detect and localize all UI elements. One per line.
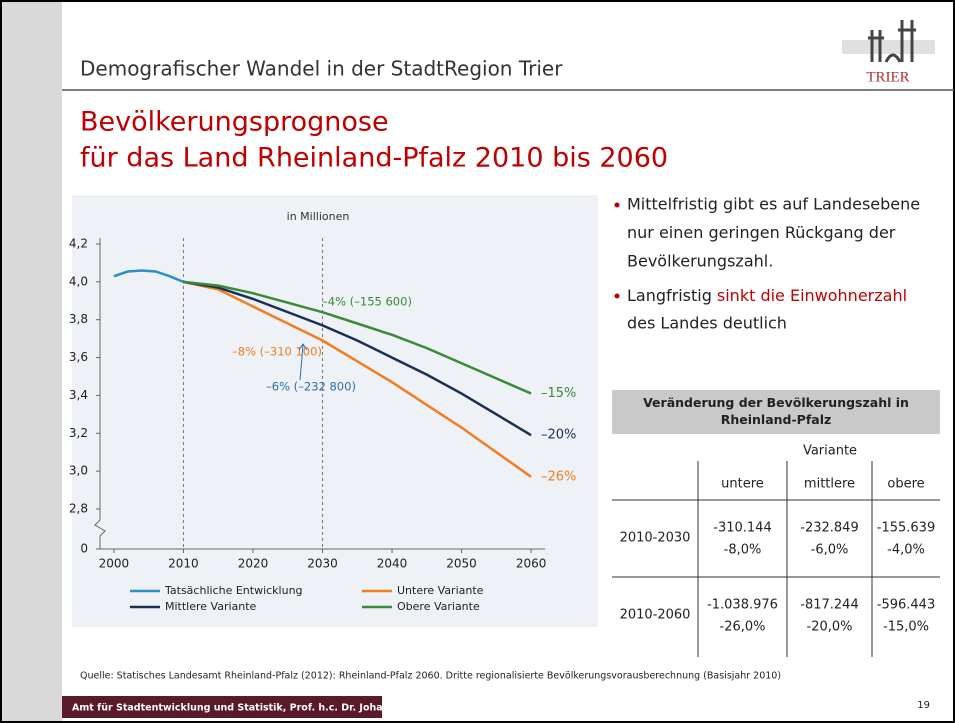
bullets: Mittelfristig gibt es auf Landesebene nur… <box>614 195 920 333</box>
y-tick-label: 2,8 <box>69 502 88 516</box>
axis-break <box>94 519 106 549</box>
legend-label: Obere Variante <box>397 600 480 613</box>
series-line <box>113 269 184 284</box>
table-cell: -15,0% <box>883 620 929 635</box>
x-tick-label: 2010 <box>168 557 199 571</box>
table-cell: -6,0% <box>811 543 849 558</box>
x-tick-label: 2050 <box>446 557 477 571</box>
table-cell: -310.144 <box>713 521 771 536</box>
bullet-dot <box>614 202 620 208</box>
y-tick-label: 3,0 <box>69 464 88 478</box>
table-group-header: Variante <box>803 444 857 459</box>
end-label: –15% <box>541 386 576 401</box>
table-cell: -596.443 <box>877 598 935 613</box>
y-tick-label: 3,2 <box>69 426 88 440</box>
y-tick-label: 3,4 <box>69 388 88 402</box>
table-title-bg <box>612 390 940 434</box>
y-tick-label: 0 <box>80 542 88 556</box>
bullet-text: nur einen geringen Rückgang der <box>627 223 896 242</box>
table-title: Veränderung der Bevölkerungszahl in Rhein… <box>643 395 909 427</box>
logo-band <box>842 40 935 54</box>
table-cell: -4,0% <box>887 543 925 558</box>
end-label: –20% <box>541 428 576 443</box>
table-row-label: 2010-2060 <box>620 608 691 623</box>
bullet-text: Bevölkerungszahl. <box>627 252 773 271</box>
slide-title: Demografischer Wandel in der StadtRegion… <box>80 57 563 81</box>
table-cell: -26,0% <box>720 620 766 635</box>
bullet-text-part: Langfristig <box>627 286 712 305</box>
table-row-label: 2010-2030 <box>620 531 691 546</box>
series-line <box>183 280 532 437</box>
y-tick-label: 4,2 <box>69 237 88 251</box>
table: Veränderung der Bevölkerungszahl in Rhein… <box>612 390 940 657</box>
logo-text: TRIER <box>866 69 909 85</box>
series-line <box>183 280 532 478</box>
annotation: –6% (–232 800) <box>266 380 356 394</box>
table-title-line: Veränderung der Bevölkerungszahl in <box>643 395 909 410</box>
end-label: –26% <box>541 469 576 484</box>
y-tick-label: 3,6 <box>69 350 88 364</box>
table-cell: -232.849 <box>800 521 858 536</box>
annotation: –8% (–310 100) <box>232 345 322 359</box>
x-tick-label: 2020 <box>238 557 269 571</box>
source-note: Quelle: Statisches Landesamt Rheinland-P… <box>80 671 781 682</box>
page-number: 19 <box>917 700 930 711</box>
logo-gate <box>868 20 916 63</box>
x-tick-label: 2030 <box>307 557 338 571</box>
table-column-header: obere <box>887 477 924 492</box>
footer-text: Amt für Stadtentwicklung und Statistik, … <box>72 703 549 714</box>
table-title-line: Rheinland-Pfalz <box>721 412 832 427</box>
chart-bg <box>72 195 598 627</box>
x-tick-label: 2060 <box>516 557 547 571</box>
bullet-highlight: sinkt die Einwohnerzahl <box>717 286 907 305</box>
x-tick-label: 2000 <box>99 557 130 571</box>
legend-label: Tatsächliche Entwicklung <box>164 584 303 597</box>
bullet-text: des Landes deutlich <box>627 314 787 333</box>
annotation-arrow <box>298 343 308 381</box>
heading-line: Bevölkerungsprognose <box>80 107 389 138</box>
footer-bar <box>62 696 382 718</box>
legend-label: Untere Variante <box>397 584 484 597</box>
logo: TRIER <box>842 20 935 85</box>
table-cell: -20,0% <box>807 620 853 635</box>
chart-title: in Millionen <box>287 210 350 223</box>
annotation: –4% (–155 600) <box>322 295 412 309</box>
table-column-header: untere <box>721 477 764 492</box>
table-cell: -8,0% <box>724 543 762 558</box>
bullet-text: Mittelfristig gibt es auf Landesebene <box>627 195 920 214</box>
bullet-text: Langfristig sinkt die Einwohnerzahl <box>627 286 907 305</box>
y-tick-label: 3,8 <box>69 312 88 326</box>
table-column-header: mittlere <box>804 477 855 492</box>
table-cell: -817.244 <box>800 598 858 613</box>
legend-label: Mittlere Variante <box>165 600 257 613</box>
y-tick-label: 4,0 <box>69 274 88 288</box>
bullet-dot <box>614 293 620 299</box>
chart: in Millionen 0 2,8 3,0 3,2 3,4 3,6 3,8 4,0 4,2 200… <box>69 210 577 613</box>
table-cell: -1.038.976 <box>707 598 778 613</box>
x-tick-label: 2040 <box>377 557 408 571</box>
series-line <box>183 280 532 395</box>
heading-line: für das Land Rheinland-Pfalz 2010 bis 20… <box>80 143 668 174</box>
left-strip <box>1 1 62 722</box>
table-cell: -155.639 <box>877 521 935 536</box>
